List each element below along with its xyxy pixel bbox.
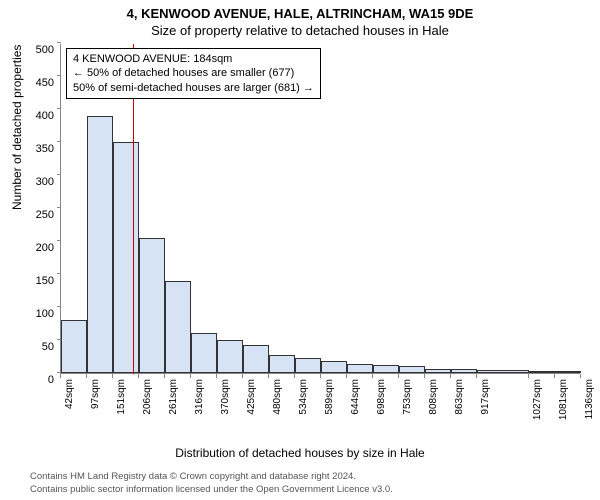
x-tick-mark [476, 374, 477, 378]
y-tick-mark [57, 174, 61, 175]
x-tick-mark [60, 374, 61, 378]
y-tick-mark [57, 306, 61, 307]
y-tick-mark [57, 372, 61, 373]
callout-line2: ← 50% of detached houses are smaller (67… [73, 66, 314, 80]
x-tick-label: 753sqm [402, 379, 413, 415]
x-tick-label: 1027sqm [532, 379, 543, 420]
footer-line2: Contains public sector information licen… [30, 484, 393, 496]
y-tick-label: 150 [24, 275, 54, 287]
x-tick-mark [86, 374, 87, 378]
histogram-bar [165, 281, 191, 373]
y-tick-label: 500 [24, 44, 54, 56]
x-tick-mark [528, 374, 529, 378]
chart-title: 4, KENWOOD AVENUE, HALE, ALTRINCHAM, WA1… [0, 6, 600, 21]
callout-box: 4 KENWOOD AVENUE: 184sqm ← 50% of detach… [66, 48, 321, 99]
y-tick-label: 350 [24, 143, 54, 155]
y-tick-label: 400 [24, 110, 54, 122]
y-tick-mark [57, 339, 61, 340]
x-tick-label: 1136sqm [584, 379, 595, 419]
histogram-bar [451, 369, 477, 373]
x-tick-mark [190, 374, 191, 378]
x-tick-mark [242, 374, 243, 378]
x-tick-label: 316sqm [194, 379, 205, 415]
histogram-bar [113, 142, 139, 373]
chart-area: 4 KENWOOD AVENUE: 184sqm ← 50% of detach… [60, 44, 580, 414]
x-tick-label: 589sqm [324, 379, 335, 415]
histogram-bar [347, 364, 373, 373]
histogram-bar [555, 371, 581, 373]
histogram-bar [399, 366, 425, 373]
x-tick-mark [398, 374, 399, 378]
x-tick-label: 97sqm [90, 379, 101, 409]
histogram-bar [477, 370, 529, 373]
x-tick-label: 370sqm [220, 379, 231, 415]
x-tick-mark [346, 374, 347, 378]
y-tick-mark [57, 75, 61, 76]
y-tick-label: 200 [24, 242, 54, 254]
histogram-bar [295, 358, 321, 373]
callout-line3: 50% of semi-detached houses are larger (… [73, 81, 314, 95]
x-tick-mark [112, 374, 113, 378]
y-tick-mark [57, 108, 61, 109]
x-tick-label: 42sqm [64, 379, 75, 409]
x-tick-label: 917sqm [480, 379, 491, 415]
x-tick-mark [294, 374, 295, 378]
histogram-bar [269, 355, 295, 373]
x-tick-mark [424, 374, 425, 378]
x-tick-label: 425sqm [246, 379, 257, 415]
x-tick-mark [216, 374, 217, 378]
x-tick-label: 206sqm [142, 379, 153, 415]
x-tick-label: 863sqm [454, 379, 465, 415]
x-tick-label: 151sqm [116, 379, 127, 415]
x-tick-label: 644sqm [350, 379, 361, 415]
x-tick-mark [580, 374, 581, 378]
y-tick-mark [57, 141, 61, 142]
y-tick-label: 100 [24, 308, 54, 320]
callout-line1: 4 KENWOOD AVENUE: 184sqm [73, 52, 314, 66]
y-tick-label: 0 [24, 374, 54, 386]
x-tick-mark [320, 374, 321, 378]
x-tick-label: 480sqm [272, 379, 283, 415]
x-tick-label: 534sqm [298, 379, 309, 415]
y-tick-label: 50 [24, 341, 54, 353]
y-axis-label: Number of detached properties [10, 45, 24, 210]
y-tick-label: 250 [24, 209, 54, 221]
histogram-bar [87, 116, 113, 373]
x-tick-mark [554, 374, 555, 378]
y-tick-mark [57, 240, 61, 241]
chart-subtitle: Size of property relative to detached ho… [0, 23, 600, 38]
histogram-bar [191, 333, 217, 373]
y-tick-mark [57, 207, 61, 208]
footer-attribution: Contains HM Land Registry data © Crown c… [30, 471, 393, 496]
histogram-bar [425, 369, 451, 373]
histogram-bar [529, 371, 555, 373]
y-tick-mark [57, 42, 61, 43]
histogram-bar [321, 361, 347, 373]
x-tick-mark [138, 374, 139, 378]
histogram-bar [139, 238, 165, 373]
x-tick-label: 1081sqm [558, 379, 569, 420]
histogram-bar [243, 345, 269, 373]
x-tick-label: 261sqm [168, 379, 179, 415]
x-tick-mark [268, 374, 269, 378]
y-tick-label: 450 [24, 77, 54, 89]
histogram-bar [373, 365, 399, 373]
x-tick-label: 698sqm [376, 379, 387, 415]
chart-container: 4, KENWOOD AVENUE, HALE, ALTRINCHAM, WA1… [0, 0, 600, 500]
footer-line1: Contains HM Land Registry data © Crown c… [30, 471, 393, 483]
histogram-bar [61, 320, 87, 373]
x-tick-label: 808sqm [428, 379, 439, 415]
x-axis-label: Distribution of detached houses by size … [0, 446, 600, 460]
x-tick-mark [450, 374, 451, 378]
x-tick-mark [164, 374, 165, 378]
histogram-bar [217, 340, 243, 373]
y-tick-label: 300 [24, 176, 54, 188]
y-tick-mark [57, 273, 61, 274]
x-tick-mark [372, 374, 373, 378]
